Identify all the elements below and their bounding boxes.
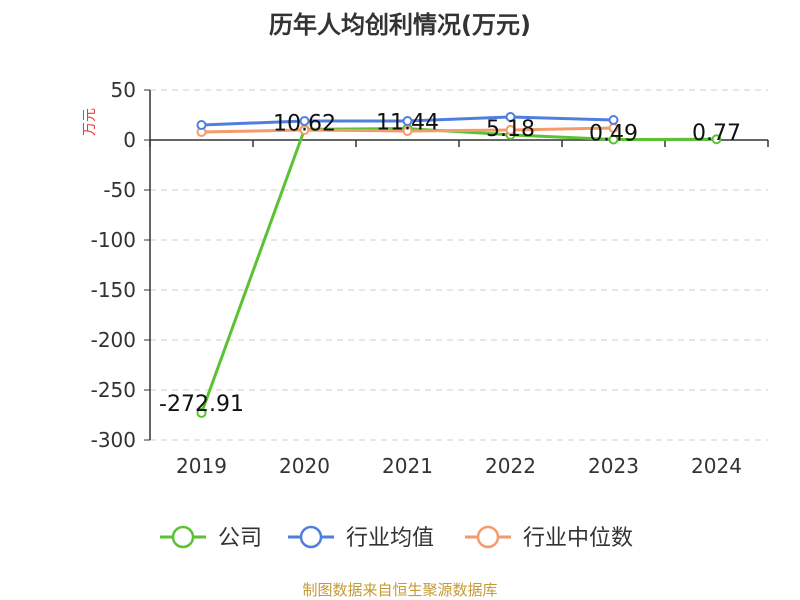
data-point [608,134,619,145]
grid [150,89,768,441]
y-tick-label: -200 [91,328,136,352]
y-axis-unit: 万元 [82,108,98,136]
data-label: 11.44 [376,111,439,136]
x-tick-label: 2021 [382,454,433,478]
data-label: 5.18 [486,117,535,142]
y-tick-label: -250 [91,378,136,402]
x-tick-label: 2023 [588,454,639,478]
data-point [196,407,207,418]
legend: 公司 行业均值 行业中位数 [160,525,633,551]
data-point [608,115,619,125]
x-tick-label: 2022 [485,454,536,478]
legend-label: 行业均值 [346,526,434,551]
y-tick-label: 50 [111,78,136,102]
data-label: -272.91 [159,392,244,417]
data-point [711,134,722,145]
legend-marker [476,525,500,549]
legend-label: 公司 [218,526,262,551]
x-tick-label: 2019 [176,454,227,478]
data-label: 0.49 [589,122,638,147]
chart-title: 历年人均创利情况(万元) [269,11,531,39]
y-tick-label: -50 [103,178,136,202]
data-point [196,120,207,130]
legend-marker [299,525,323,549]
data-point [402,126,413,136]
y-tick-label: -100 [91,228,136,252]
source-note: 制图数据来自恒生聚源数据库 [302,581,497,599]
axes: 50 0 -50 -100 -150 -200 -250 -300 2019 2020 2021 20… [91,78,769,478]
y-tick-label: -150 [91,278,136,302]
y-tick-label: 0 [123,128,136,152]
series-group [196,112,722,418]
data-label: 0.77 [692,121,741,146]
data-point [299,116,310,126]
data-point [505,112,516,122]
series-line [200,127,717,414]
legend-label: 行业中位数 [523,526,633,551]
x-tick-label: 2020 [279,454,330,478]
data-point [505,125,516,135]
data-point [402,116,413,126]
data-labels: -272.91 10.62 11.44 5.18 0.49 0.77 [159,111,741,417]
data-label: 10.62 [273,111,336,136]
x-tick-label: 2024 [691,454,742,478]
y-tick-label: -300 [91,428,136,452]
legend-marker [171,525,195,549]
